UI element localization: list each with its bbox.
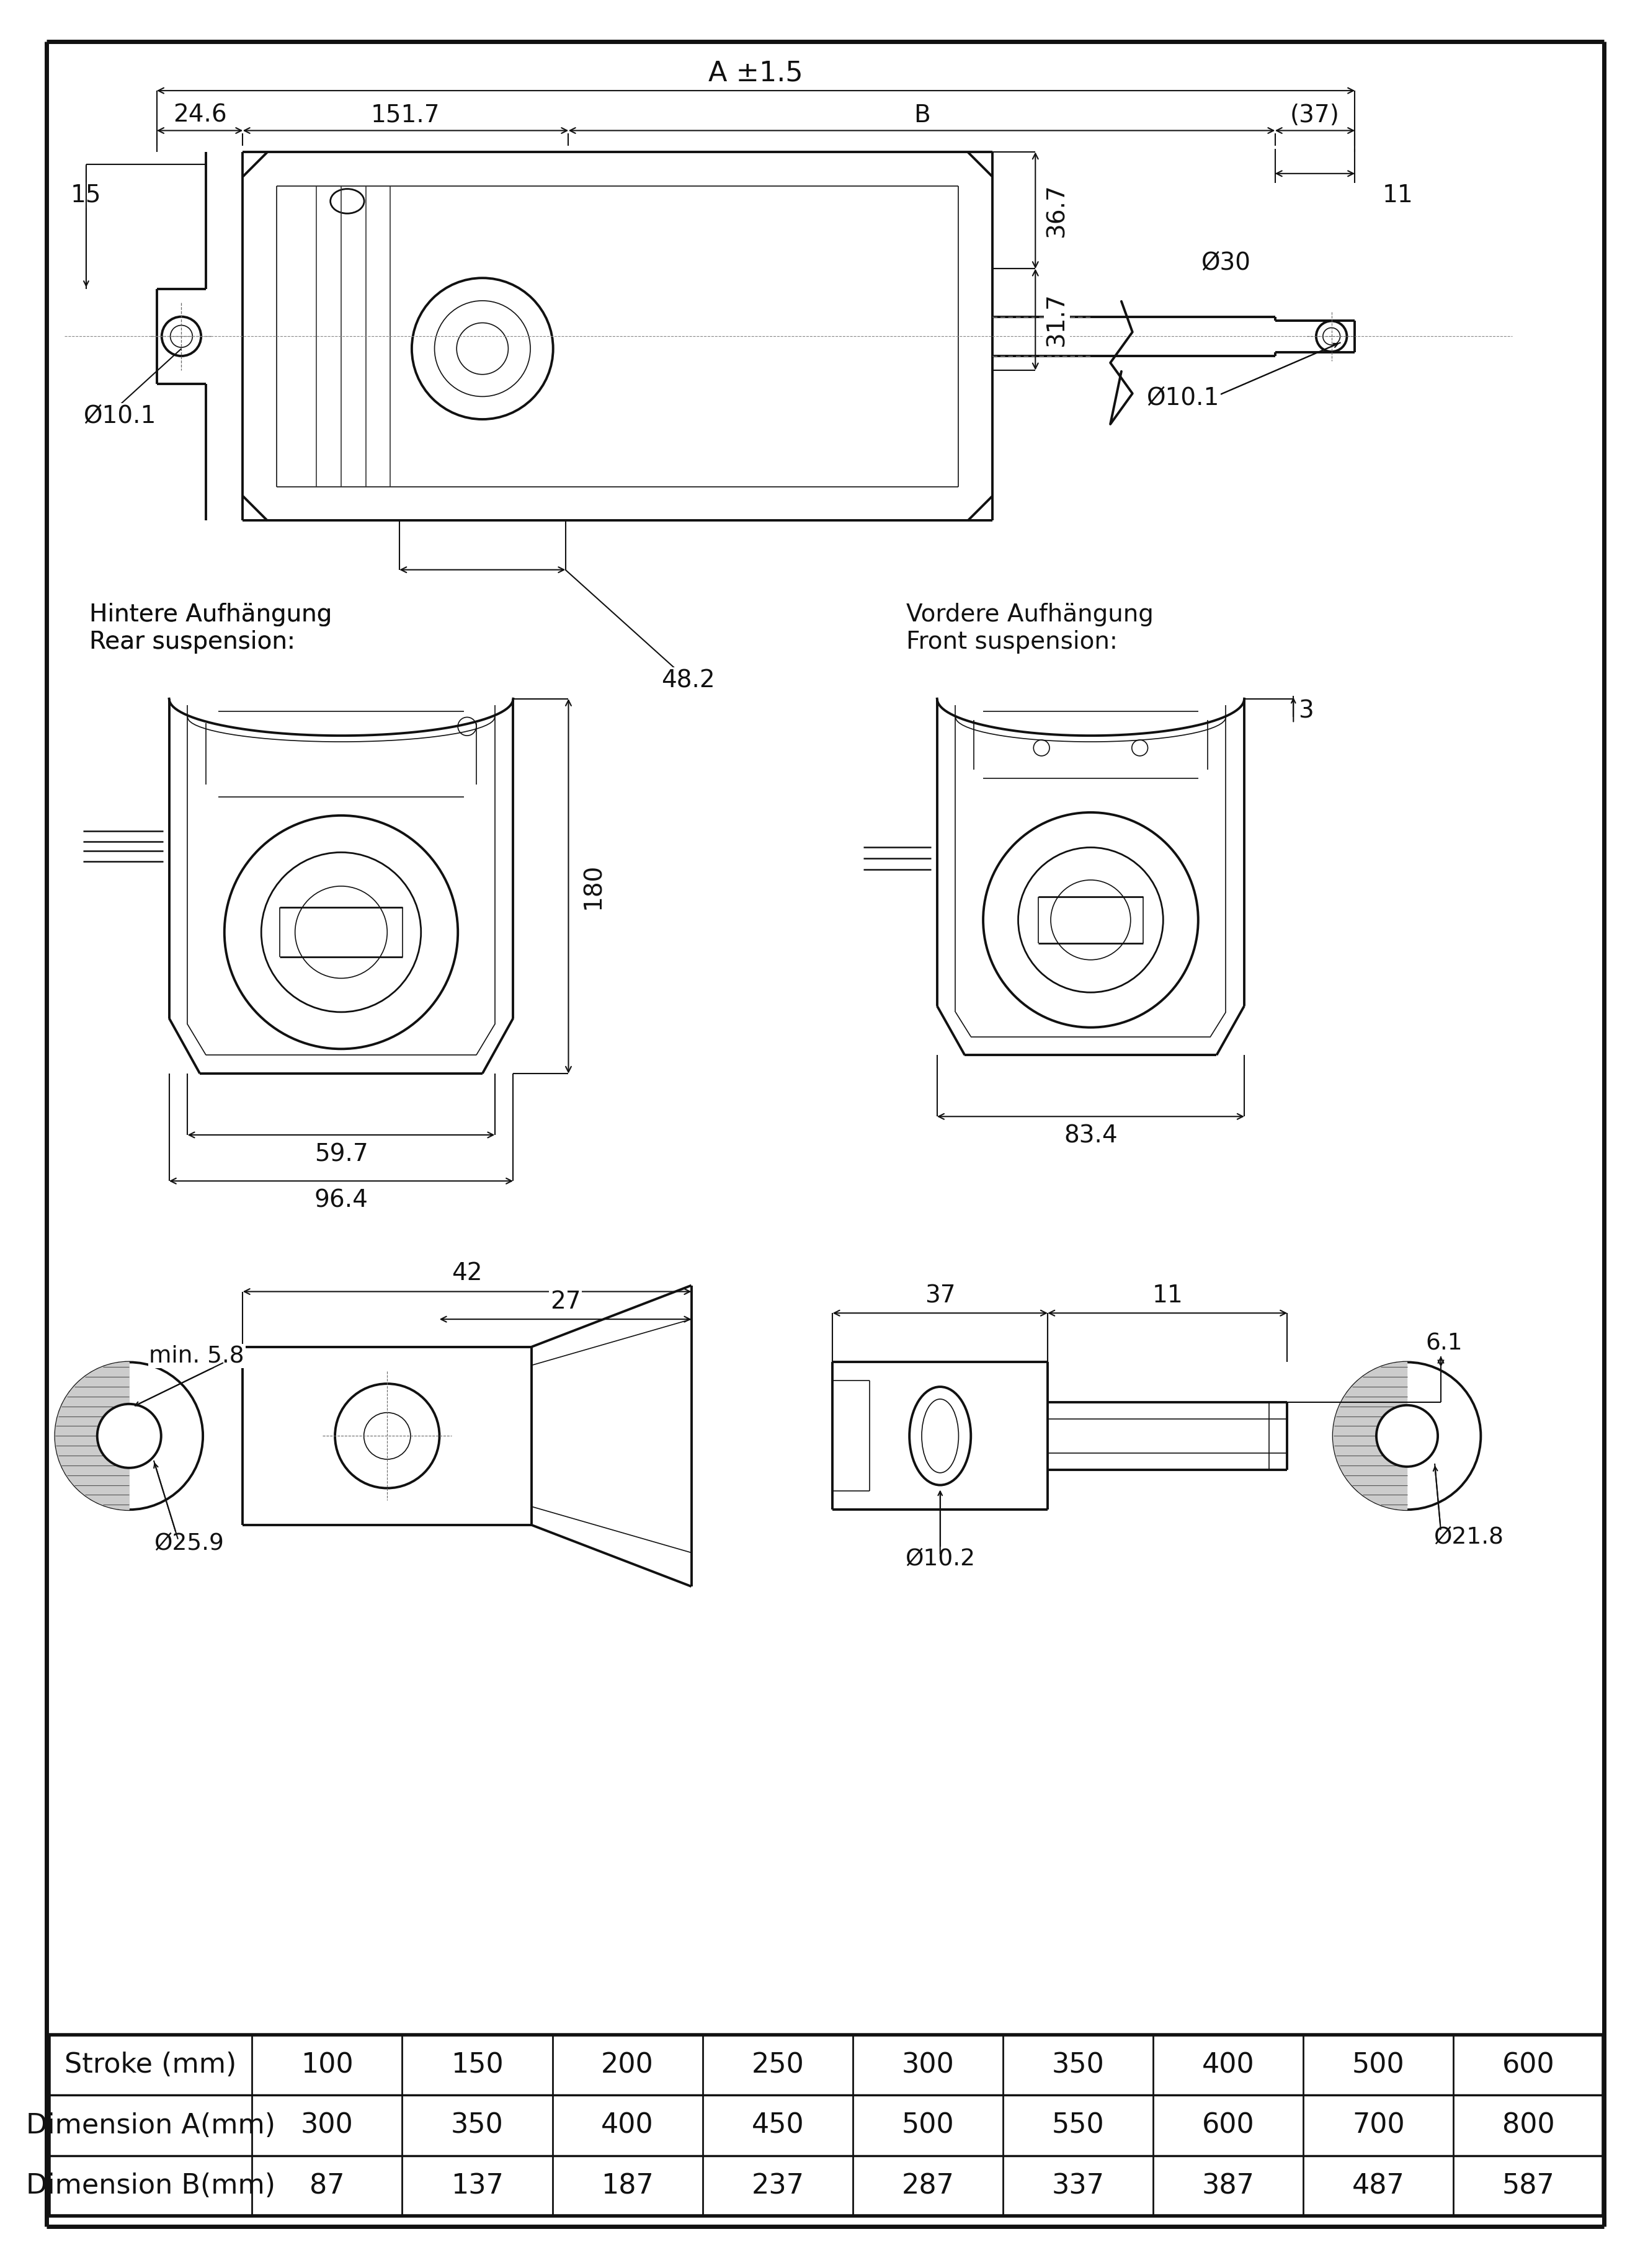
Text: 587: 587 <box>1503 2173 1555 2200</box>
Text: 300: 300 <box>901 2053 955 2077</box>
Text: 500: 500 <box>1352 2053 1404 2077</box>
Text: 487: 487 <box>1352 2173 1404 2200</box>
Polygon shape <box>1334 1363 1408 1510</box>
Text: 800: 800 <box>1503 2112 1555 2139</box>
Text: Ø25.9: Ø25.9 <box>154 1533 224 1554</box>
Text: 59.7: 59.7 <box>314 1143 368 1166</box>
Text: 187: 187 <box>602 2173 654 2200</box>
Text: 180: 180 <box>580 864 605 909</box>
Text: 6.1: 6.1 <box>1426 1334 1462 1354</box>
Text: 3: 3 <box>1298 699 1313 723</box>
Text: Dimension B(mm): Dimension B(mm) <box>26 2173 275 2200</box>
Text: min. 5.8: min. 5.8 <box>149 1345 244 1368</box>
Polygon shape <box>56 1363 129 1510</box>
Text: 350: 350 <box>451 2112 504 2139</box>
Text: 200: 200 <box>602 2053 654 2077</box>
Text: 400: 400 <box>602 2112 654 2139</box>
Text: 287: 287 <box>901 2173 955 2200</box>
Text: 87: 87 <box>309 2173 345 2200</box>
Text: 37: 37 <box>925 1284 955 1309</box>
Circle shape <box>96 1404 162 1467</box>
Text: 337: 337 <box>1051 2173 1104 2200</box>
Text: 150: 150 <box>451 2053 504 2077</box>
Text: 100: 100 <box>301 2053 353 2077</box>
Text: (37): (37) <box>1290 104 1339 127</box>
Text: 600: 600 <box>1503 2053 1555 2077</box>
Text: B: B <box>914 104 930 127</box>
Text: Ø10.1: Ø10.1 <box>1146 386 1220 411</box>
Text: A ±1.5: A ±1.5 <box>708 59 803 86</box>
Text: 500: 500 <box>901 2112 955 2139</box>
Text: 151.7: 151.7 <box>371 104 440 127</box>
Text: Hintere Aufhängung
Rear suspension:: Hintere Aufhängung Rear suspension: <box>90 603 332 653</box>
Text: Ø30: Ø30 <box>1202 252 1251 274</box>
Text: Ø10.2: Ø10.2 <box>906 1547 974 1569</box>
Text: Stroke (mm): Stroke (mm) <box>65 2053 237 2077</box>
Text: 27: 27 <box>549 1290 580 1313</box>
Text: Vordere Aufhängung
Front suspension:: Vordere Aufhängung Front suspension: <box>906 603 1154 653</box>
Text: 96.4: 96.4 <box>314 1188 368 1213</box>
Text: 450: 450 <box>752 2112 804 2139</box>
Circle shape <box>1377 1406 1437 1467</box>
Text: 11: 11 <box>1383 184 1413 206</box>
Text: Ø10.1: Ø10.1 <box>83 404 155 429</box>
Text: 600: 600 <box>1202 2112 1254 2139</box>
Text: Dimension A(mm): Dimension A(mm) <box>26 2112 275 2139</box>
Text: 250: 250 <box>752 2053 804 2077</box>
Text: 15: 15 <box>70 184 101 206</box>
Text: Ø21.8: Ø21.8 <box>1434 1526 1504 1549</box>
Text: Hintere Aufhängung
Rear suspension:: Hintere Aufhängung Rear suspension: <box>90 603 332 653</box>
Text: 387: 387 <box>1202 2173 1254 2200</box>
Text: 300: 300 <box>301 2112 353 2139</box>
Text: 11: 11 <box>1153 1284 1182 1309</box>
Text: 237: 237 <box>752 2173 804 2200</box>
Text: 83.4: 83.4 <box>1064 1125 1118 1148</box>
Text: 550: 550 <box>1051 2112 1104 2139</box>
Text: 36.7: 36.7 <box>1045 184 1069 238</box>
Text: 48.2: 48.2 <box>662 669 714 692</box>
Text: 31.7: 31.7 <box>1045 293 1069 347</box>
Text: 42: 42 <box>451 1261 482 1286</box>
Text: 700: 700 <box>1352 2112 1404 2139</box>
Text: 137: 137 <box>451 2173 504 2200</box>
Text: 400: 400 <box>1202 2053 1254 2077</box>
Text: 24.6: 24.6 <box>173 104 227 127</box>
Text: 350: 350 <box>1051 2053 1104 2077</box>
